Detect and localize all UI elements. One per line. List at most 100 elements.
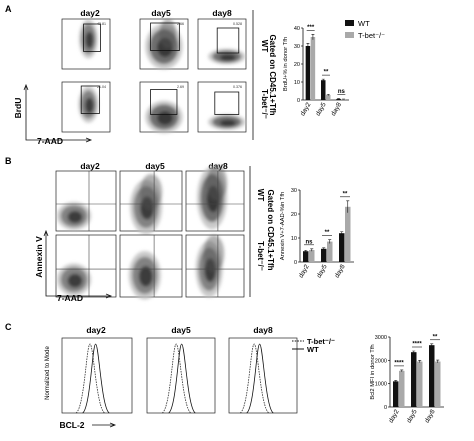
panel-a-day-1: day5	[151, 8, 171, 18]
panel-a-xaxis-label: 7-AAD	[37, 136, 63, 146]
hist-c-1-wt-curve	[168, 343, 196, 414]
bar-C-ytick-label-0: 0	[384, 405, 387, 411]
panel-c-day-0: day2	[86, 325, 106, 335]
panel-a: A day2 day5 day8 43.81 2.66 0.528 21.04 2.69…	[5, 4, 385, 146]
flow-a-r1-c0-gate-value: 21.04	[97, 85, 106, 89]
panel-c-bar-chart: 0 1000 2000 3000 Bcl2 MFI in donor Tfh **** da…	[370, 334, 444, 424]
bar-C-day2-s0-err	[394, 380, 398, 383]
flow-b-r0-c0	[55, 170, 117, 232]
flow-b-r1-c0	[55, 234, 117, 298]
panel-c-day-1: day5	[171, 325, 191, 335]
panel-c: C day2 day5 day8 Normalized to Mode BCL-…	[5, 322, 444, 430]
panel-a-row-label-wt: WT	[260, 40, 269, 53]
bar-A-day8-sig: ns	[338, 89, 346, 95]
flow-a-r0-c1-gate	[150, 22, 180, 51]
panel-a-gate-label: Gated on CD45.1+Tfh	[268, 34, 277, 115]
bar-B-cat-day8: day8	[334, 263, 347, 279]
panel-b-yaxis-label: Annexin V	[34, 236, 44, 278]
panel-a-day-0: day2	[80, 8, 100, 18]
bar-A-cat-day8: day8	[330, 101, 343, 117]
bar-C-cat-day8: day8	[424, 408, 437, 424]
bar-A-ytick-label-2: 20	[294, 62, 300, 68]
bar-A-day2-s0-err	[306, 43, 310, 49]
flow-a-r1-c2-gate-value: 0.376	[233, 85, 242, 89]
flow-b-r0-c0-density	[56, 201, 92, 231]
legend-wt-swatch	[345, 20, 354, 26]
flow-b-r1-c2	[185, 234, 245, 298]
flow-a-r0-c1: 2.66	[139, 18, 189, 70]
bar-B-day8-s1-err	[346, 200, 350, 213]
flow-b-r1-c1-density	[128, 251, 161, 300]
bar-A-day5-s0	[321, 80, 326, 100]
hist-c-2-frame	[228, 337, 298, 414]
legend: WT T-bet⁻/⁻	[345, 19, 385, 40]
hist-c-2-ko-curve	[239, 343, 270, 414]
flow-a-r1-c2: 0.376	[197, 81, 247, 133]
bar-B-day2-s0	[303, 251, 309, 262]
panel-b: B day2 day5 day8 Annexin V 7-AAD WT T-be…	[5, 156, 354, 303]
bar-B-ytick-label-3: 30	[291, 188, 297, 194]
bar-B-ytick-label-0: 0	[294, 260, 297, 266]
bar-C-cat-day5: day5	[406, 408, 419, 424]
flow-a-r0-c0-gate-value: 43.81	[97, 22, 106, 26]
flow-b-r1-c0-density	[56, 263, 92, 296]
bar-A-day2-s1	[310, 37, 316, 100]
panel-a-flow-plots: 43.81 2.66 0.528 21.04 2.69 0.376	[61, 18, 247, 134]
bar-C-ylabel: Bcl2 MFI in donor Tfh	[370, 344, 376, 399]
panel-b-xaxis-label: 7-AAD	[57, 293, 83, 303]
bar-C-day5-sig: ****	[412, 342, 422, 348]
bar-A-day5-s0-err	[321, 78, 325, 82]
bar-B-ytick-label-1: 10	[291, 236, 297, 242]
legend-ko-swatch	[345, 32, 354, 38]
hist-c-1-frame	[146, 337, 216, 414]
bar-C-ytick-label-3: 3000	[375, 335, 387, 341]
bar-A-day5-s1-err	[326, 93, 330, 96]
panel-b-arrow-heads	[43, 229, 113, 299]
flow-a-r0-c0-density	[79, 19, 98, 59]
panel-c-axis-arrow	[92, 422, 117, 428]
bar-A-day8-s1	[341, 99, 346, 100]
hist-c-0-ko-curve	[75, 343, 106, 414]
flow-a-r1-c1-gate-value: 2.69	[177, 85, 184, 89]
flow-a-r0-c1-gate-value: 2.66	[177, 22, 184, 26]
bar-B-ytick-label-2: 20	[291, 212, 297, 218]
bar-C-day5-s1-err	[418, 360, 422, 363]
legend-ko-label: T-bet⁻/⁻	[358, 31, 385, 40]
hist-c-2	[228, 337, 298, 414]
bar-A-ytick-label-0: 0	[297, 98, 300, 104]
flow-a-r0-c0: 43.81	[61, 18, 111, 70]
panel-c-legend-ko: T-bet⁻/⁻	[307, 337, 335, 346]
flow-a-r0-c1-density	[145, 19, 183, 70]
panel-a-arrow-heads	[23, 83, 93, 143]
hist-c-0-wt-curve	[82, 343, 110, 414]
flow-a-r0-c0-gate	[83, 23, 101, 52]
panel-c-letter: C	[5, 322, 12, 332]
bar-A-ytick-label-4: 40	[294, 26, 300, 32]
bar-C-day8-s0	[429, 345, 435, 407]
flow-a-r1-c1: 2.69	[139, 81, 189, 134]
flow-a-r0-c2-density	[208, 48, 246, 65]
bar-A-day2-sig: ***	[307, 25, 315, 31]
bar-C-day8-s0-err	[430, 343, 434, 347]
panel-b-day-1: day5	[145, 161, 165, 171]
flow-a-r1-c1-gate	[150, 89, 178, 115]
bar-A-ytick-label-3: 30	[294, 44, 300, 50]
panel-b-axis-arrows	[45, 232, 110, 297]
bar-B-day5-s0-err	[322, 247, 326, 250]
bar-B-day5-s0	[321, 248, 327, 262]
panel-c-xaxis-label: BCL-2	[59, 420, 84, 430]
bar-B-day8-s1	[345, 206, 351, 262]
bar-B-day2-s1-err	[310, 248, 314, 252]
bar-A-ytick-label-1: 10	[294, 80, 300, 86]
bar-C-day8-sig: **	[433, 334, 438, 340]
bar-B-day5-s1	[327, 241, 333, 262]
panel-a-yaxis-label: BrdU	[13, 98, 23, 119]
bar-A-cat-day5: day5	[315, 101, 328, 117]
bar-A-day2-s0	[305, 46, 311, 100]
bar-B-cat-day5: day5	[316, 263, 329, 279]
flow-a-r0-c2: 0.528	[197, 18, 247, 70]
panel-b-row-label-wt: WT	[256, 189, 265, 202]
bar-C-day8-s1	[435, 361, 441, 407]
panel-b-letter: B	[5, 156, 12, 166]
hist-c-2-wt-curve	[246, 343, 274, 414]
